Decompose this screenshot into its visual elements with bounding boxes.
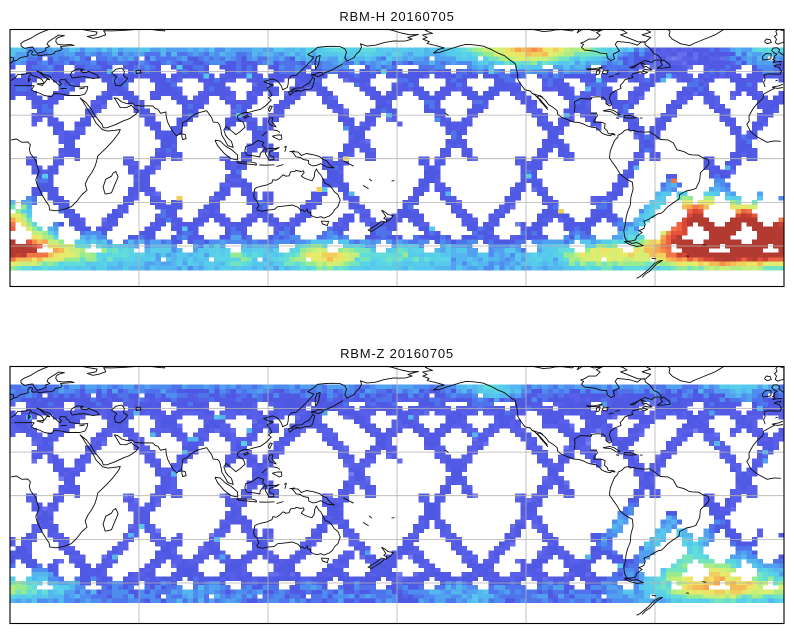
svg-text:RBM-H 20160705: RBM-H 20160705 <box>339 9 454 24</box>
svg-text:RBM-Z 20160705: RBM-Z 20160705 <box>340 346 454 361</box>
